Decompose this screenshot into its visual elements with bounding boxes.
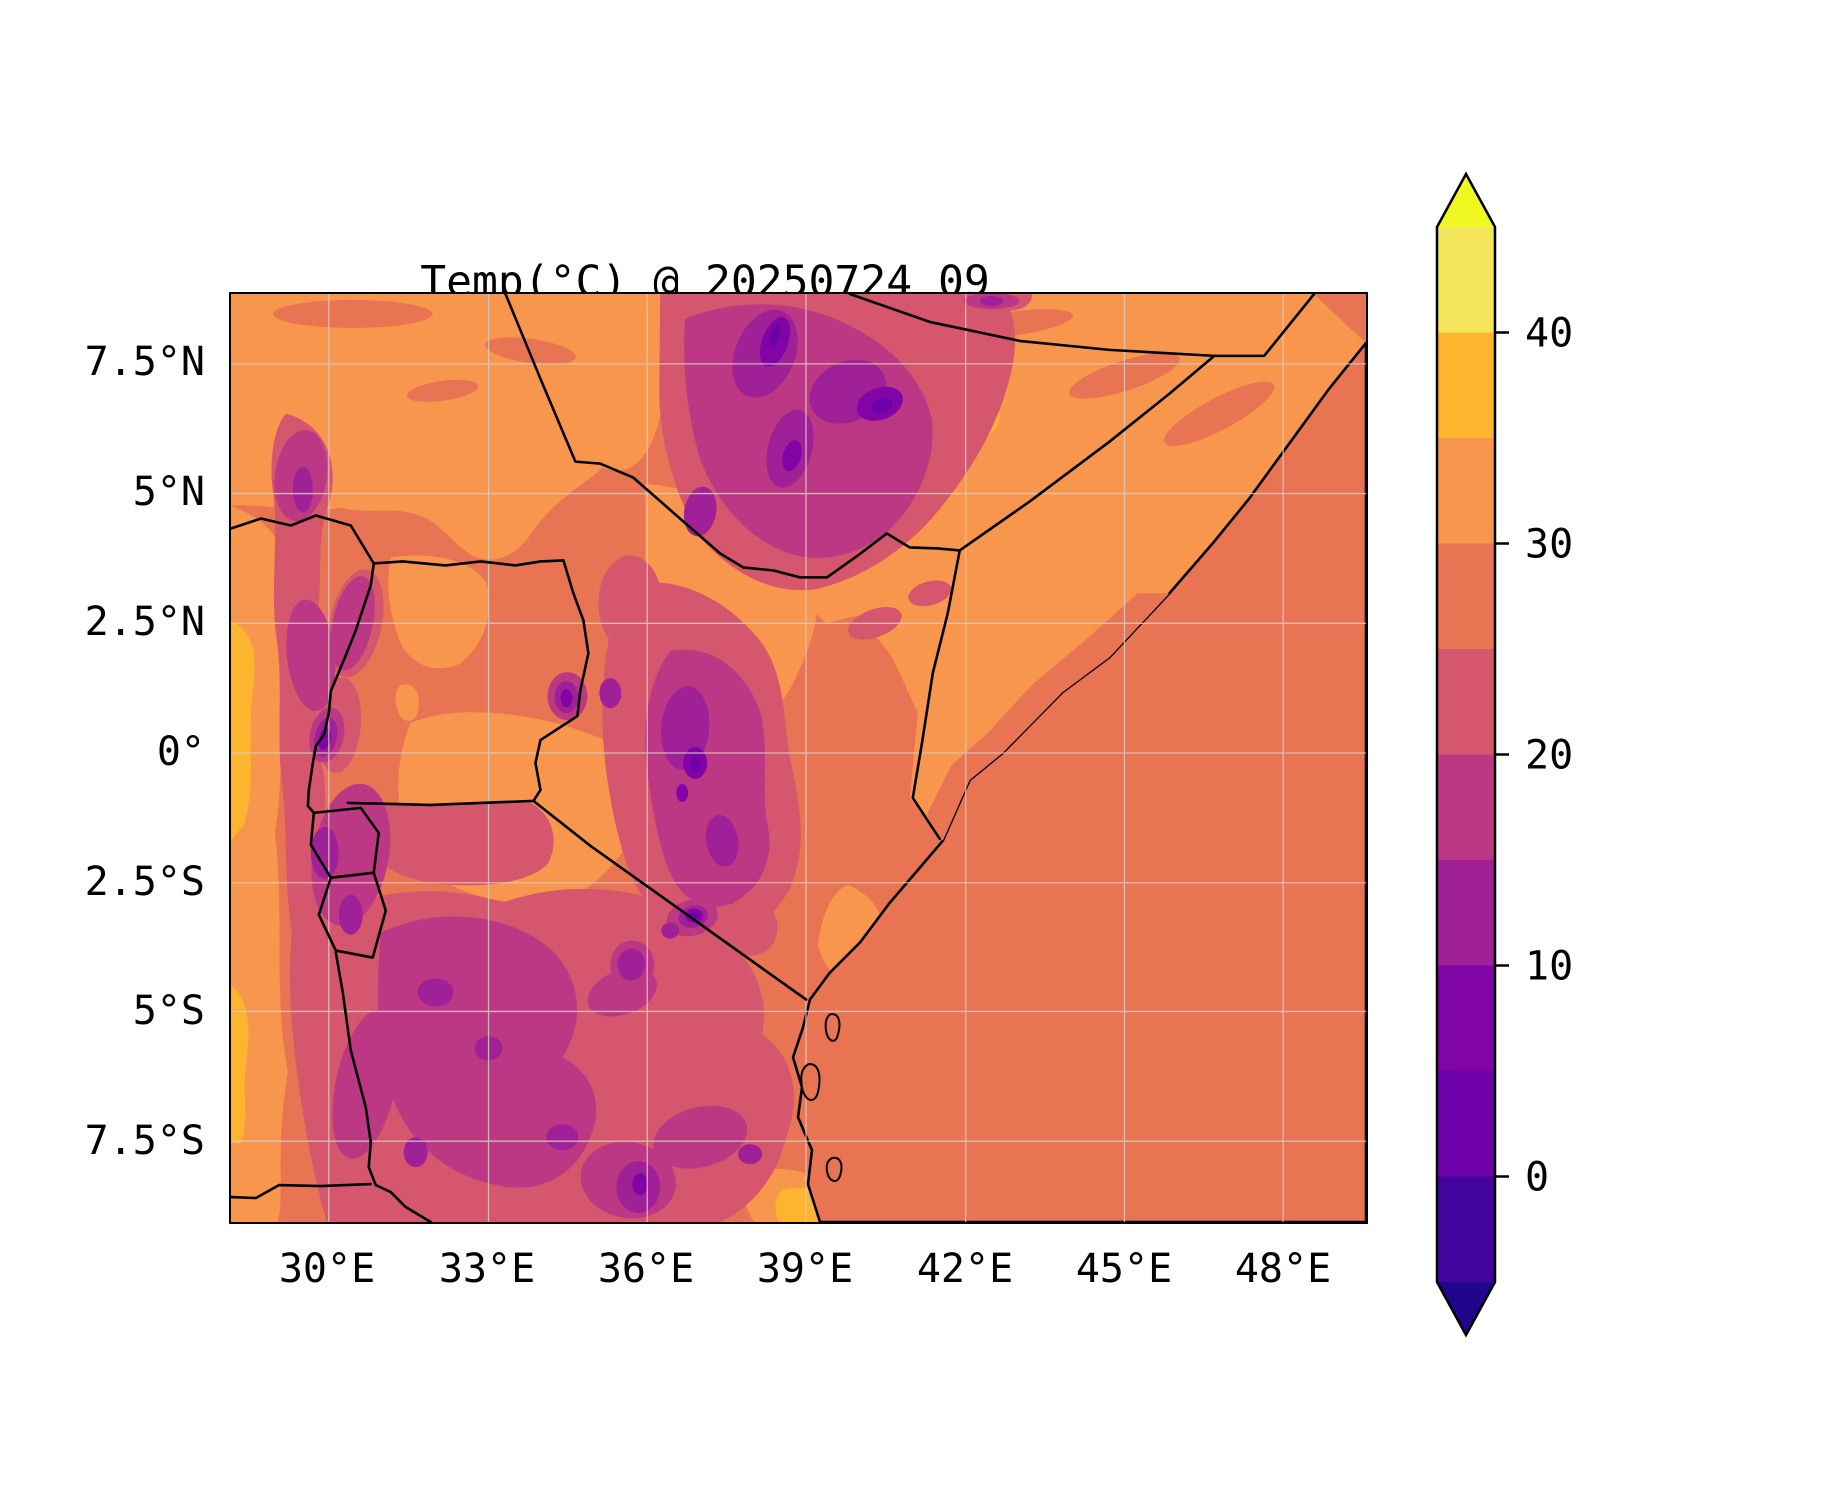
colorbar-segment <box>1437 543 1495 649</box>
x-tick-label: 36°E <box>597 1246 695 1292</box>
map-canvas <box>231 294 1366 1222</box>
colorbar: 0 10 20 30 40 <box>1410 150 1640 1360</box>
colorbar-segment <box>1437 438 1495 544</box>
colorbar-tick-label: 0 <box>1525 1155 1549 1201</box>
sea-indian-ocean <box>791 341 1366 1222</box>
colorbar-segment <box>1437 1176 1495 1282</box>
colorbar-canvas: 0 10 20 30 40 <box>1435 171 1573 1338</box>
colorbar-segment <box>1437 649 1495 755</box>
colorbar-segment <box>1437 332 1495 438</box>
colorbar-segment <box>1437 227 1495 333</box>
y-tick-label: 5°N <box>132 469 205 515</box>
island-pemba <box>824 1013 841 1042</box>
x-tick-label: 48°E <box>1234 1246 1332 1292</box>
temp-band-0-5 <box>689 325 893 920</box>
y-tick-label: 0° <box>156 729 205 775</box>
y-tick-label: 2.5°N <box>84 599 205 645</box>
y-tick-label: 5°S <box>132 988 205 1034</box>
y-tick-label: 7.5°N <box>84 339 205 385</box>
islands <box>800 1013 843 1182</box>
colorbar-tick-label: 40 <box>1525 311 1573 357</box>
colorbar-over-arrow <box>1437 174 1495 227</box>
colorbar-ticks <box>1495 331 1509 1178</box>
x-tick-label: 33°E <box>438 1246 536 1292</box>
x-tick-label: 45°E <box>1075 1246 1173 1292</box>
y-tick-label: 2.5°S <box>84 859 205 905</box>
colorbar-tick-labels: 0 10 20 30 40 <box>1525 311 1573 1201</box>
colorbar-tick-label: 30 <box>1525 522 1573 568</box>
x-tick-label: 39°E <box>756 1246 854 1292</box>
x-tick-label: 42°E <box>916 1246 1014 1292</box>
colorbar-segment <box>1437 965 1495 1071</box>
colorbar-segment <box>1437 860 1495 966</box>
y-tick-label: 7.5°S <box>84 1118 205 1164</box>
colorbar-segment <box>1437 1071 1495 1177</box>
colorbar-under-arrow <box>1437 1282 1495 1335</box>
colorbar-segments <box>1437 227 1495 1282</box>
colorbar-outline <box>1435 171 1497 1338</box>
map-panel <box>229 292 1368 1224</box>
colorbar-tick-label: 10 <box>1525 944 1573 990</box>
colorbar-segment <box>1437 754 1495 860</box>
country-borders <box>231 294 1316 1222</box>
x-tick-label: 30°E <box>278 1246 376 1292</box>
island-zanzibar <box>800 1063 821 1101</box>
island-mafia <box>825 1156 843 1182</box>
colorbar-tick-label: 20 <box>1525 733 1573 779</box>
